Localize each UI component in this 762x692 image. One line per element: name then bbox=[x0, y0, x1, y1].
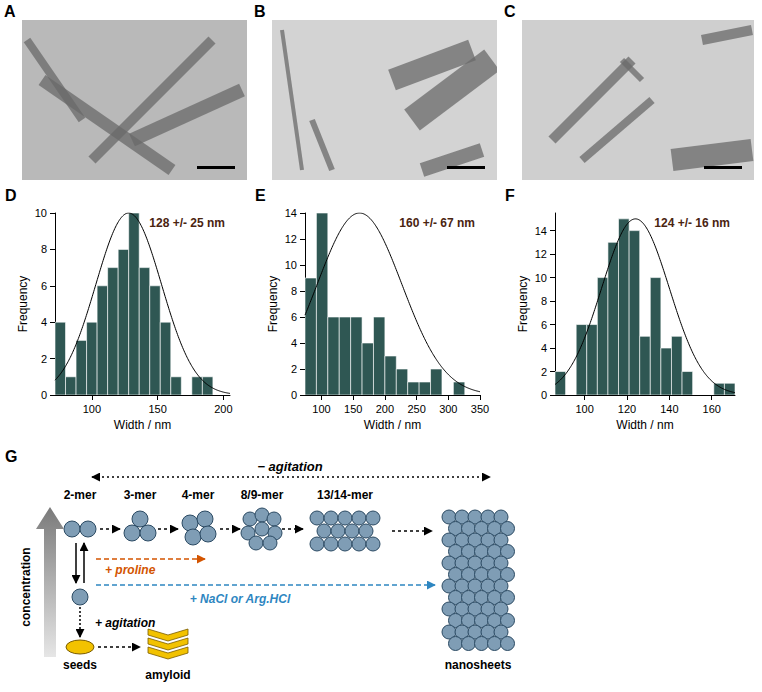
svg-text:Width / nm: Width / nm bbox=[616, 418, 673, 432]
svg-text:250: 250 bbox=[407, 403, 425, 415]
svg-text:200: 200 bbox=[376, 403, 394, 415]
svg-text:160: 160 bbox=[703, 403, 721, 415]
svg-text:12: 12 bbox=[535, 248, 547, 260]
svg-text:8: 8 bbox=[41, 243, 47, 255]
svg-text:6: 6 bbox=[41, 280, 47, 292]
svg-text:nanosheets: nanosheets bbox=[445, 658, 512, 672]
svg-text:Frequency: Frequency bbox=[266, 276, 280, 333]
svg-text:seeds: seeds bbox=[63, 658, 97, 672]
svg-text:+ NaCl or Arg.HCl: + NaCl or Arg.HCl bbox=[190, 592, 291, 606]
svg-text:C: C bbox=[504, 3, 516, 20]
svg-text:2: 2 bbox=[291, 363, 297, 375]
svg-text:100: 100 bbox=[575, 403, 593, 415]
svg-text:150: 150 bbox=[344, 403, 362, 415]
svg-text:128 +/- 25 nm: 128 +/- 25 nm bbox=[149, 216, 225, 230]
svg-text:2: 2 bbox=[541, 366, 547, 378]
svg-text:F: F bbox=[505, 187, 515, 204]
svg-text:13/14-mer: 13/14-mer bbox=[317, 488, 373, 502]
svg-text:4: 4 bbox=[41, 316, 47, 328]
svg-text:6: 6 bbox=[291, 311, 297, 323]
svg-text:− agitation: − agitation bbox=[257, 459, 322, 474]
svg-text:14: 14 bbox=[285, 207, 297, 219]
svg-text:14: 14 bbox=[535, 225, 547, 237]
svg-text:0: 0 bbox=[541, 389, 547, 401]
svg-text:amyloid: amyloid bbox=[145, 668, 190, 682]
svg-text:Width / nm: Width / nm bbox=[114, 418, 171, 432]
svg-text:100: 100 bbox=[312, 403, 330, 415]
svg-text:8: 8 bbox=[291, 285, 297, 297]
svg-text:12: 12 bbox=[285, 233, 297, 245]
svg-text:10: 10 bbox=[285, 259, 297, 271]
svg-text:Frequency: Frequency bbox=[16, 276, 30, 333]
svg-text:2: 2 bbox=[41, 353, 47, 365]
svg-text:120: 120 bbox=[618, 403, 636, 415]
svg-text:B: B bbox=[254, 3, 266, 20]
svg-text:3-mer: 3-mer bbox=[124, 488, 157, 502]
svg-text:100: 100 bbox=[83, 403, 101, 415]
svg-text:concentration: concentration bbox=[19, 547, 33, 626]
svg-text:+ proline: + proline bbox=[105, 563, 156, 577]
svg-text:4-mer: 4-mer bbox=[182, 488, 215, 502]
svg-text:124 +/- 16 nm: 124 +/- 16 nm bbox=[654, 216, 730, 230]
svg-text:6: 6 bbox=[541, 319, 547, 331]
svg-text:200: 200 bbox=[214, 403, 232, 415]
svg-text:2-mer: 2-mer bbox=[64, 488, 97, 502]
svg-text:10: 10 bbox=[35, 207, 47, 219]
svg-text:4: 4 bbox=[291, 337, 297, 349]
svg-text:160 +/- 67 nm: 160 +/- 67 nm bbox=[399, 216, 475, 230]
svg-text:8: 8 bbox=[541, 295, 547, 307]
svg-text:E: E bbox=[255, 187, 266, 204]
svg-text:350: 350 bbox=[471, 403, 489, 415]
svg-text:0: 0 bbox=[291, 389, 297, 401]
svg-text:4: 4 bbox=[541, 342, 547, 354]
svg-text:Frequency: Frequency bbox=[516, 276, 530, 333]
svg-text:300: 300 bbox=[439, 403, 457, 415]
svg-text:8/9-mer: 8/9-mer bbox=[241, 488, 284, 502]
svg-text:A: A bbox=[4, 3, 16, 20]
svg-text:0: 0 bbox=[41, 389, 47, 401]
svg-text:150: 150 bbox=[148, 403, 166, 415]
svg-text:Width / nm: Width / nm bbox=[364, 418, 421, 432]
svg-text:+ agitation: + agitation bbox=[95, 616, 155, 630]
svg-text:G: G bbox=[5, 448, 17, 465]
svg-text:D: D bbox=[5, 187, 17, 204]
svg-text:10: 10 bbox=[535, 272, 547, 284]
svg-text:140: 140 bbox=[660, 403, 678, 415]
